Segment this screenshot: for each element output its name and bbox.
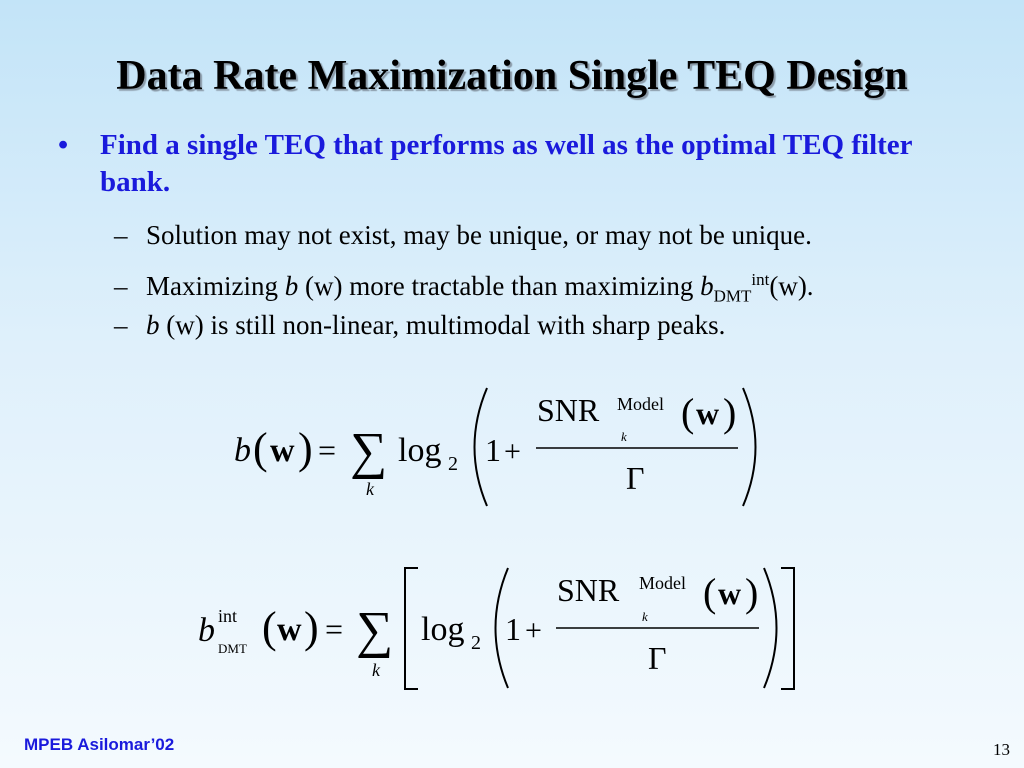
- sub2-mid: (w) more tractable than maximizing: [298, 271, 701, 301]
- eq1-lparen: (: [253, 424, 268, 473]
- sub-bullet-1: – Solution may not exist, may be unique, …: [114, 219, 812, 251]
- eq1-snr: SNR: [537, 392, 600, 428]
- eq1-rparen: ): [298, 424, 313, 473]
- eq2-left-floor-bracket: [404, 567, 418, 690]
- eq1-num-lparen: (: [681, 390, 694, 435]
- eq1-w: w: [270, 432, 295, 469]
- slide-title: Data Rate Maximization Single TEQ Design: [116, 53, 908, 99]
- eq2-num-w: w: [718, 575, 741, 611]
- eq1-log-base: 2: [448, 453, 458, 475]
- eq1-sum-index: k: [366, 479, 375, 499]
- dash-marker: –: [114, 220, 128, 250]
- eq2-big-lparen: [494, 567, 509, 689]
- eq2-snr: SNR: [557, 572, 620, 608]
- sub3-b: b: [146, 310, 160, 340]
- eq1-b: b: [234, 432, 251, 469]
- sub-bullet-3: – b (w) is still non-linear, multimodal w…: [114, 309, 725, 341]
- main-bullet: • Find a single TEQ that performs as wel…: [58, 127, 968, 201]
- eq2-equals: =: [325, 611, 343, 647]
- sub-bullet-1-text: Solution may not exist, may be unique, o…: [146, 220, 812, 250]
- sub2-superscript: int: [751, 270, 770, 289]
- eq2-rparen: ): [304, 603, 319, 652]
- eq1-log: log: [398, 432, 441, 469]
- eq1-big-rparen: [742, 387, 757, 507]
- eq2-num-lparen: (: [703, 570, 716, 615]
- eq2-big-rparen: [763, 567, 778, 689]
- eq2-log-base: 2: [471, 632, 481, 654]
- eq2-one: 1: [505, 611, 521, 647]
- sub-bullet-2: – Maximizing b (w) more tractable than ma…: [114, 264, 814, 312]
- bullet-symbol: •: [58, 129, 69, 161]
- eq1-num-w: w: [696, 395, 719, 431]
- sub2-b2: b: [700, 271, 714, 301]
- equation-1: b ( w ) = ∑ k log 2 1 + SNR Model k ( w …: [234, 387, 757, 507]
- eq2-sum-sign: ∑: [356, 602, 393, 659]
- eq2-gamma: Γ: [648, 640, 667, 676]
- eq2-sub: DMT: [218, 641, 247, 656]
- footer-label: MPEB Asilomar’02: [24, 735, 175, 754]
- main-bullet-text: Find a single TEQ that performs as well …: [100, 129, 913, 198]
- sub3-rest: (w) is still non-linear, multimodal with…: [159, 310, 726, 340]
- eq2-snr-index: k: [642, 609, 648, 624]
- eq2-num-rparen: ): [745, 570, 758, 615]
- eq1-one: 1: [485, 432, 501, 468]
- eq2-lparen: (: [262, 603, 277, 652]
- sub2-post: (w).: [769, 271, 814, 301]
- eq2-b: b: [198, 612, 215, 649]
- equation-2: b int DMT ( w ) = ∑ k log 2 1 + SNR Mode…: [198, 567, 795, 690]
- eq1-num-rparen: ): [723, 390, 736, 435]
- eq2-w: w: [277, 611, 302, 648]
- eq2-plus: +: [525, 614, 542, 647]
- eq1-gamma: Γ: [626, 460, 645, 496]
- page-number: 13: [993, 740, 1010, 759]
- eq1-model: Model: [617, 394, 664, 414]
- eq2-model: Model: [639, 573, 686, 593]
- eq2-right-floor-bracket: [781, 567, 795, 690]
- eq2-log: log: [421, 611, 464, 648]
- dash-marker: –: [114, 271, 128, 301]
- sub2-subscript: DMT: [713, 286, 752, 306]
- eq1-snr-index: k: [621, 429, 627, 444]
- eq2-sup: int: [218, 606, 237, 626]
- eq1-big-lparen: [473, 387, 488, 507]
- dash-marker: –: [114, 310, 128, 340]
- sub2-pre: Maximizing: [146, 271, 285, 301]
- eq1-equals: =: [318, 432, 336, 468]
- eq1-plus: +: [504, 435, 521, 468]
- eq1-sum-sign: ∑: [350, 423, 387, 480]
- sub2-b: b: [284, 271, 299, 301]
- eq2-sum-index: k: [372, 660, 381, 680]
